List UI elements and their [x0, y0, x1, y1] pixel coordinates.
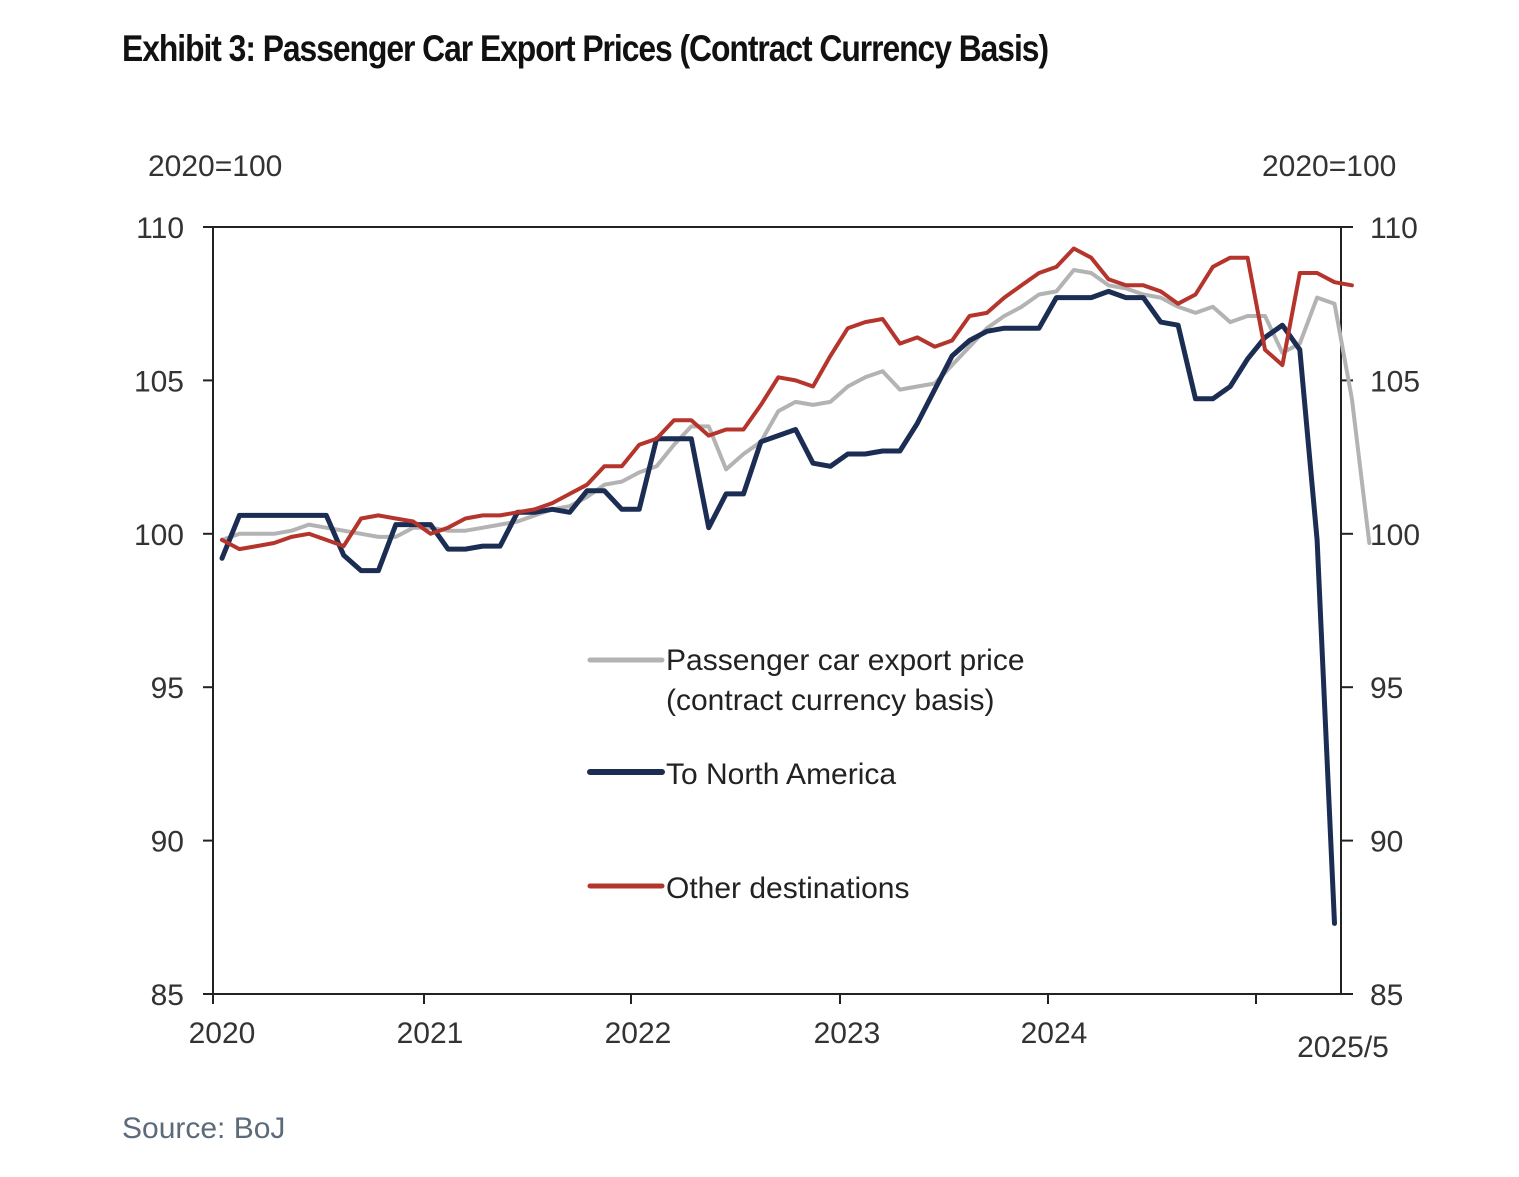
right-y-tick-label: 95 — [1370, 672, 1403, 705]
axes: 85 85 90 90 95 95 100 100 105 105 110 110 2020 2021 20… — [134, 212, 1420, 1064]
right-axis-unit: 2020=100 — [1262, 150, 1397, 183]
legend-item: Passenger car export price (contract curr… — [587, 644, 1025, 717]
right-y-tick-label: 85 — [1370, 979, 1403, 1012]
right-y-tick-label: 90 — [1370, 826, 1403, 859]
chart-title: Exhibit 3: Passenger Car Export Prices (… — [122, 28, 1049, 69]
legend-item: To North America — [587, 758, 896, 791]
right-y-tick-label: 100 — [1370, 519, 1420, 552]
right-y-tick-label: 105 — [1370, 365, 1420, 398]
series-line-other-destinations — [220, 246, 1354, 552]
legend-item: Other destinations — [587, 872, 909, 905]
left-y-tick-label: 85 — [151, 979, 184, 1012]
series-lines — [219, 246, 1372, 926]
right-y-tick-label: 110 — [1370, 212, 1418, 245]
series-line-passenger-car-export-price-contract-currency-basis — [220, 268, 1372, 545]
x-tick-label: 2025/5 — [1297, 1031, 1389, 1064]
series-line-to-north-america — [219, 288, 1337, 926]
left-y-tick-label: 105 — [134, 365, 184, 398]
x-tick-label: 2024 — [1021, 1017, 1088, 1050]
x-tick-label: 2020 — [189, 1017, 256, 1050]
left-y-tick-label: 95 — [151, 672, 184, 705]
left-axis-unit: 2020=100 — [148, 150, 283, 183]
x-tick-label: 2023 — [814, 1017, 881, 1050]
legend-label: To North America — [666, 758, 896, 791]
x-tick-label: 2022 — [605, 1017, 672, 1050]
legend-label: (contract currency basis) — [666, 684, 994, 717]
legend-label: Other destinations — [666, 872, 909, 905]
left-y-tick-label: 100 — [134, 519, 184, 552]
legend: Passenger car export price (contract curr… — [587, 644, 1025, 905]
legend-label: Passenger car export price — [666, 644, 1025, 677]
left-y-tick-label: 90 — [151, 826, 184, 859]
source-note: Source: BoJ — [122, 1112, 286, 1145]
left-y-tick-label: 110 — [136, 212, 184, 245]
x-tick-label: 2021 — [397, 1017, 464, 1050]
